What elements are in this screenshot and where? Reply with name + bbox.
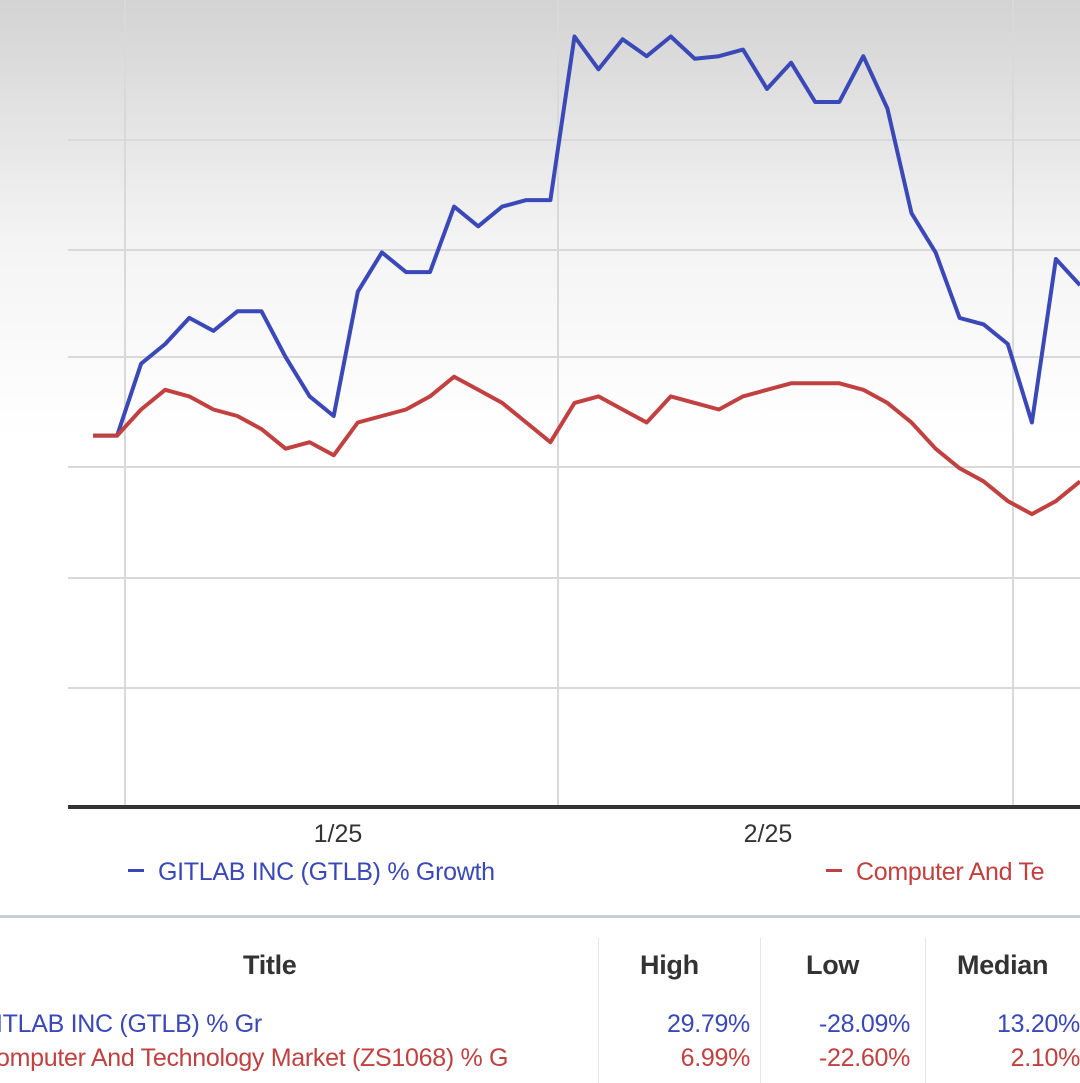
header-title: Title	[243, 950, 297, 980]
plot-background	[0, 0, 1080, 440]
legend-label-market: Computer And Te	[856, 858, 1045, 886]
x-tick-label: 2/25	[744, 820, 793, 848]
chart-area: 1/25 2/25 GITLAB INC (GTLB) % Growth Comp…	[0, 0, 1080, 887]
legend-swatch-market	[826, 868, 842, 872]
row-gitlab-high: 29.79%	[667, 1010, 750, 1038]
column-divider	[925, 938, 926, 1083]
row-market-median: 2.10%	[1010, 1044, 1080, 1072]
row-market-title: omputer And Technology Market (ZS1068) %…	[0, 1044, 509, 1072]
row-market-low: -22.60%	[818, 1044, 910, 1072]
row-gitlab-title: ITLAB INC (GTLB) % Gr	[0, 1010, 262, 1038]
x-tick-label: 1/25	[314, 820, 363, 848]
series-line-gitlab	[93, 34, 1080, 438]
row-gitlab-low: -28.09%	[818, 1010, 910, 1038]
series-line-market	[93, 374, 1080, 517]
x-tick-labels: 1/25 2/25	[314, 820, 793, 848]
stats-table: Title High Low Median ITLAB INC (GTLB) %…	[0, 915, 1080, 1083]
legend-label-gitlab: GITLAB INC (GTLB) % Growth	[158, 858, 495, 886]
row-market-high: 6.99%	[680, 1044, 751, 1072]
legend-swatch-gitlab	[128, 868, 144, 872]
line-chart: 1/25 2/25	[0, 0, 1080, 848]
column-divider	[598, 938, 599, 1083]
legend-item-market[interactable]: Computer And Te	[826, 858, 1045, 887]
row-gitlab-median: 13.20%	[997, 1010, 1080, 1038]
column-divider	[760, 938, 761, 1083]
header-high: High	[640, 950, 699, 980]
header-low: Low	[806, 950, 860, 980]
series-lines	[93, 34, 1080, 517]
header-median: Median	[957, 950, 1049, 980]
grid	[68, 0, 1080, 805]
legend-item-gitlab[interactable]: GITLAB INC (GTLB) % Growth	[128, 858, 495, 887]
